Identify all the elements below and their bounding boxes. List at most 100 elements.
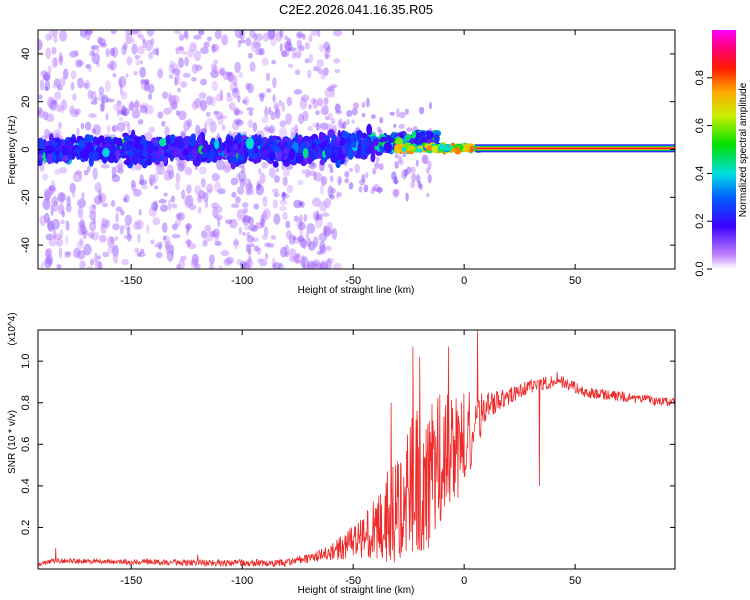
spectrogram-scatter-cell [38,94,43,100]
spectrogram-y-label: Frequency (Hz) [7,116,18,185]
spectrogram-scatter-cell [163,107,172,115]
spectrogram-scatter-cell [171,203,178,209]
spectrogram-scatter-cell [44,248,51,258]
spectrogram-scatter-cell [239,178,246,188]
spectrogram-scatter-cell [190,258,199,268]
spectrogram-scatter-cell [273,175,280,184]
spectrogram-band-cell [126,140,135,147]
spectrogram-scatter-cell [198,190,206,200]
spectrogram-scatter-cell [325,54,331,59]
spectrogram-scatter-cell [164,240,172,250]
spectrogram-scatter-cell [90,100,98,105]
spectrogram-band-cell [351,140,357,148]
spectrogram-scatter-cell [242,207,249,214]
spectrogram-scatter-cell [245,189,255,196]
spectrogram-scatter-cell [64,253,71,258]
spectrogram-scatter-cell [111,125,116,132]
spectrogram-scatter-cell [217,216,221,228]
spectrogram-scatter-cell [98,189,102,201]
spectrogram-scatter-cell [217,188,226,195]
spectrogram-scatter-cell [353,102,359,110]
spectrogram-scatter-cell [140,79,149,91]
spectrogram-scatter-cell [89,220,97,232]
spectrogram-scatter-cell [236,209,243,221]
spectrogram-scatter-cell [48,185,56,192]
spectrogram-scatter-cell [250,225,259,232]
spectrogram-scatter-cell [256,182,261,191]
spectrogram-scatter-cell [90,231,100,241]
spectrogram-band-cell [125,154,131,163]
spectrogram-scatter-cell [325,245,332,252]
spectrogram-scatter-cell [58,247,63,259]
spectrogram-scatter-cell [237,208,246,219]
spectrogram-scatter-cell [396,108,400,118]
spectrogram-scatter-cell [170,244,175,256]
spectrogram-scatter-cell [371,186,377,192]
spectrogram-scatter-cell [237,186,245,195]
spectrogram-scatter-cell [121,90,128,100]
spectrogram-scatter-cell [394,153,399,159]
spectrogram-scatter-cell [186,184,192,194]
spectrogram-scatter-cell [205,111,211,118]
spectrogram-band-cell [383,141,392,153]
spectrogram-scatter-cell [211,80,218,92]
spectrogram-scatter-cell [198,92,207,99]
spectrogram-band-cell [357,143,362,154]
colorbar-gradient [712,30,736,269]
spectrogram-scatter-cell [243,215,252,223]
spectrogram-scatter-cell [205,41,210,48]
spectrogram-scatter-cell [261,57,269,66]
spectrogram-scatter-cell [137,45,145,55]
spectrogram-scatter-cell [315,122,320,132]
spectrogram-scatter-cell [129,100,134,111]
spectrogram-scatter-cell [302,110,309,122]
spectrogram-scatter-cell [286,230,292,240]
spectrogram-scatter-cell [143,82,150,92]
spectrogram-scatter-cell [77,206,84,219]
spectrogram-scatter-cell [144,78,150,86]
spectrogram-scatter-cell [164,125,170,137]
spectrogram-scatter-cell [299,97,308,110]
spectrogram-scatter-cell [94,182,102,193]
spectrogram-band-cell [241,134,248,141]
spectrogram-scatter-cell [178,34,185,41]
spectrogram-scatter-cell [148,51,154,60]
spectrogram-scatter-cell [111,166,117,178]
spectrogram-band-cell [324,146,333,159]
spectrogram-scatter-cell [292,255,298,261]
spectrogram-scatter-cell [123,234,133,240]
spectrogram-scatter-cell [219,66,226,77]
spectrogram-band-cell [379,136,388,143]
spectrogram-scatter-cell [323,226,332,237]
spectrogram-scatter-cell [152,217,161,226]
spectrogram-scatter-cell [82,231,87,240]
spectrogram-scatter-cell [331,227,338,240]
spectrogram-scatter-cell [140,184,148,190]
spectrogram-scatter-cell [217,205,223,213]
spectrogram-band-cell [95,138,101,146]
spectrogram-scatter-cell [134,99,140,111]
spectrogram-scatter-cell [89,210,97,221]
spectrogram-scatter-cell [78,171,83,182]
spectrogram-scatter-cell [222,71,230,81]
spectrogram-scatter-cell [178,158,185,168]
spectrogram-band-cell [357,136,362,144]
spectrogram-scatter-cell [186,238,191,248]
spectrogram-band-cell [182,148,189,156]
spectrogram-scatter-cell [119,84,123,96]
spectrogram-scatter-cell [163,235,167,241]
spectrogram-scatter-cell [249,30,256,39]
spectrogram-band-cell [88,134,94,143]
spectrogram-scatter-cell [324,115,330,121]
spectrogram-scatter-cell [110,61,115,71]
spectrogram-scatter-cell [52,82,58,89]
spectrogram-scatter-cell [84,79,91,90]
colorbar-tick-label: 0.4 [694,166,706,181]
spectrogram-scatter-cell [137,233,141,244]
spectrogram-scatter-cell [81,192,85,200]
spectrogram-band-cell [307,155,313,165]
spectrogram-scatter-cell [168,95,177,106]
spectrogram-scatter-cell [206,95,213,106]
spectrogram-scatter-cell [146,105,154,115]
spectrogram-scatter-cell [77,220,86,228]
